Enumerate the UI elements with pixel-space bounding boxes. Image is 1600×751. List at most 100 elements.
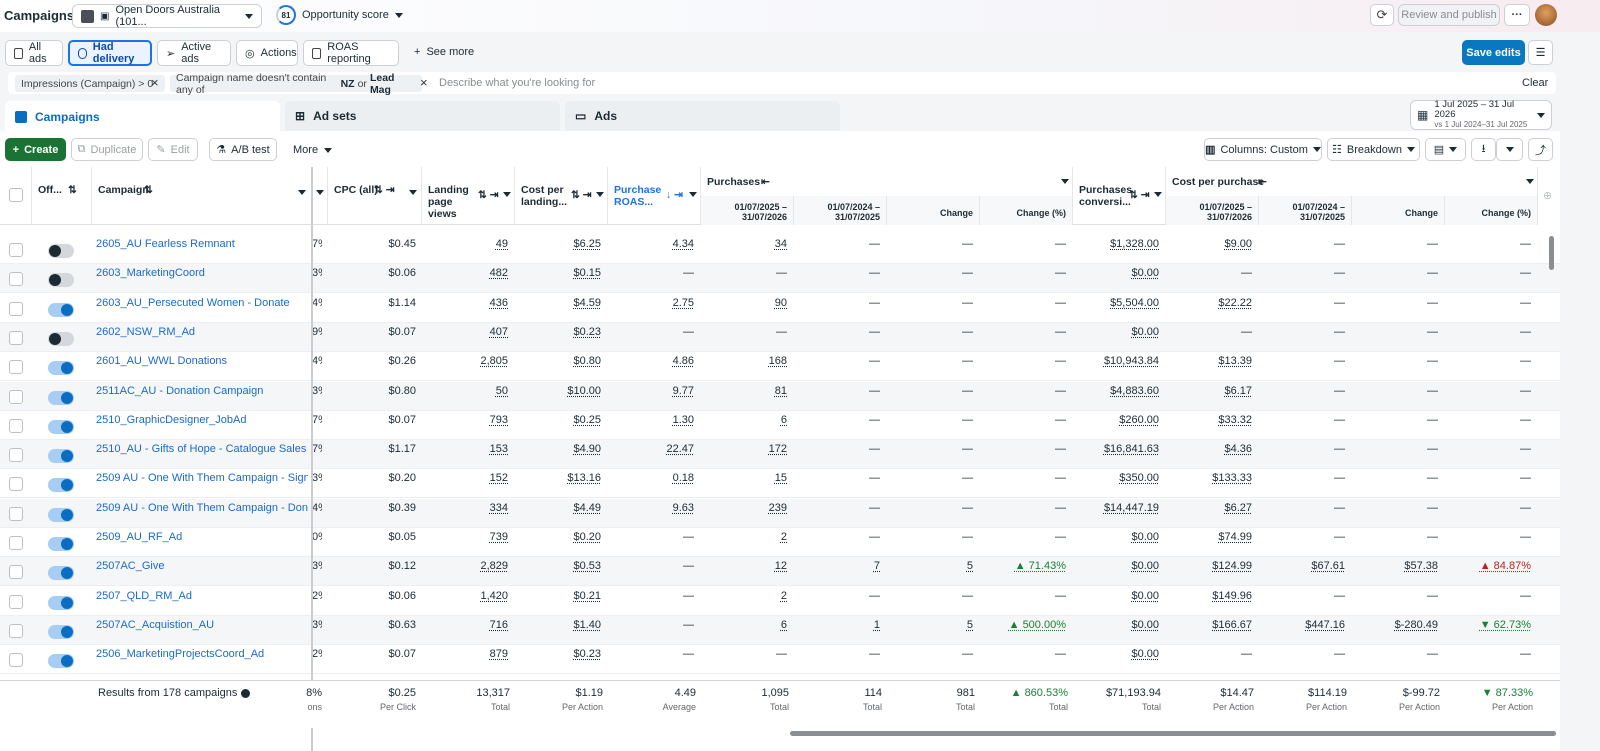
cell-cpp1[interactable]: $13.39 (1218, 355, 1252, 368)
avatar[interactable] (1535, 4, 1557, 26)
campaign-name-link[interactable]: 2509 AU - One With Them Campaign - Donat… (96, 501, 308, 514)
cell-pch[interactable]: 5 (966, 618, 973, 631)
cell-cpp1[interactable]: $4.36 (1224, 443, 1252, 456)
search-input[interactable]: Describe what you're looking for (439, 77, 596, 89)
cell-cpp1[interactable]: $166.67 (1212, 618, 1252, 631)
delivery-toggle[interactable] (48, 244, 74, 258)
cell-cpl[interactable]: $0.53 (573, 560, 601, 573)
row-checkbox[interactable] (9, 565, 23, 580)
cell-lpv[interactable]: 153 (489, 443, 508, 456)
cell-cpp1[interactable]: $124.99 (1212, 560, 1252, 573)
table-row[interactable]: 2507_QLD_RM_Ad 2% $0.06 1,420 $0.21 — 2 — — — $0.0… (0, 587, 1560, 616)
cell-conv[interactable]: $0.00 (1131, 648, 1159, 661)
cell-cpp1[interactable]: $9.00 (1224, 238, 1252, 250)
remove-filter-icon[interactable]: × (151, 75, 159, 90)
header-cpc[interactable]: CPC (all) ⇅ ⇥ (328, 167, 422, 225)
collapse-icon[interactable]: ⇤ (1258, 176, 1267, 188)
header-cost-per-landing[interactable]: Cost per landing... ⇅ ⇥ (515, 167, 608, 225)
row-checkbox[interactable] (9, 506, 23, 521)
cell-cpp1[interactable]: $22.22 (1218, 296, 1252, 309)
chevron-down-icon[interactable] (1061, 179, 1069, 184)
cell-cpp1[interactable]: $133.33 (1212, 472, 1252, 485)
campaign-name-link[interactable]: 2507AC_Give (96, 560, 165, 573)
cell-cch[interactable]: $57.38 (1404, 560, 1438, 573)
tab-ads[interactable]: ▭ Ads (565, 101, 840, 131)
chevron-down-icon[interactable] (1526, 179, 1534, 184)
header-purchase-roas[interactable]: Purchase ROAS... ↓ ⇥ (608, 167, 701, 225)
row-checkbox[interactable] (9, 301, 23, 316)
cell-p1[interactable]: 172 (768, 443, 787, 456)
cell-cpl[interactable]: $0.23 (573, 648, 601, 661)
cell-lpv[interactable]: 716 (489, 618, 508, 631)
cell-roas[interactable]: 4.34 (672, 238, 694, 250)
table-row[interactable]: 2509 AU - One With Them Campaign - Sign … (0, 469, 1560, 499)
header-purchases-conversion[interactable]: Purchases conversi... ⇅ ⇥ (1073, 167, 1166, 225)
cell-p2[interactable]: 1 (873, 618, 880, 631)
delivery-toggle[interactable] (48, 419, 74, 434)
campaign-name-link[interactable]: 2603_AU_Persecuted Women - Donate (96, 296, 290, 309)
reports-button[interactable]: ▤ (1425, 138, 1466, 161)
table-row[interactable]: 2510_AU - Gifts of Hope - Catalogue Sale… (0, 440, 1560, 470)
row-checkbox[interactable] (9, 330, 23, 345)
chevron-down-icon[interactable] (316, 190, 324, 195)
cell-roas[interactable]: 9.77 (672, 384, 694, 397)
horizontal-scrollbar[interactable] (790, 731, 1556, 736)
delivery-toggle[interactable] (48, 566, 74, 581)
cell-ppct[interactable]: ▲ 500.00% (1008, 618, 1066, 631)
cell-cpl[interactable]: $0.15 (573, 267, 601, 280)
cell-cpl[interactable]: $0.25 (573, 413, 601, 426)
row-checkbox[interactable] (9, 389, 23, 404)
cell-p1[interactable]: 2 (780, 531, 787, 543)
campaign-name-link[interactable]: 2603_MarketingCoord (96, 267, 205, 280)
account-selector[interactable]: ▣ Open Doors Australia (101... (72, 4, 262, 28)
delivery-toggle[interactable] (48, 624, 74, 639)
table-row[interactable]: 2507AC_Give 3% $0.12 2,829 $0.53 — 12 7 5 ▲ 71.43… (0, 557, 1560, 587)
cell-cpl[interactable]: $0.23 (573, 325, 601, 338)
remove-filter-icon[interactable]: × (420, 75, 428, 90)
row-checkbox[interactable] (9, 272, 23, 287)
cell-cpp1[interactable]: $6.27 (1224, 501, 1252, 514)
delivery-toggle[interactable] (48, 302, 74, 317)
cell-conv[interactable]: $0.00 (1131, 325, 1159, 338)
chevron-down-icon[interactable] (503, 192, 511, 197)
cell-p1[interactable]: 2 (780, 589, 787, 602)
cell-conv[interactable]: $0.00 (1131, 267, 1159, 280)
view-active-ads[interactable]: ➢ Active ads (157, 40, 231, 66)
campaign-name-link[interactable]: 2510_AU - Gifts of Hope - Catalogue Sale… (96, 443, 307, 456)
delivery-toggle[interactable] (48, 507, 74, 522)
cell-cpp1[interactable]: $6.17 (1224, 384, 1252, 397)
review-publish-button[interactable]: Review and publish (1398, 4, 1500, 26)
cell-conv[interactable]: $10,943.84 (1103, 355, 1159, 368)
cell-cpl[interactable]: $4.49 (573, 501, 601, 514)
cell-cpl[interactable]: $4.59 (573, 296, 601, 309)
charts-button[interactable]: ⤴ (1528, 138, 1553, 161)
cell-conv[interactable]: $0.00 (1131, 589, 1159, 602)
chevron-down-icon[interactable] (298, 190, 306, 195)
cell-lpv[interactable]: 2,829 (480, 560, 508, 573)
cell-roas[interactable]: 1.30 (672, 413, 694, 426)
table-row[interactable]: 2602_NSW_RM_Ad 9% $0.07 407 $0.23 — — — — — $0.00 —… (0, 322, 1560, 352)
date-range-picker[interactable]: ▦ 1 Jul 2025 – 31 Jul 2026 vs 1 Jul 2024… (1410, 100, 1552, 130)
chevron-down-icon[interactable] (1154, 192, 1162, 197)
cell-roas[interactable]: 9.63 (672, 501, 694, 514)
campaign-name-link[interactable]: 2601_AU_WWL Donations (96, 355, 228, 368)
cell-cpl[interactable]: $10.00 (567, 384, 601, 397)
cell-cpl[interactable]: $4.90 (573, 443, 601, 456)
export-menu-button[interactable] (1496, 138, 1523, 161)
chevron-down-icon[interactable] (596, 192, 604, 197)
settings-button[interactable]: ☰ (1528, 40, 1553, 65)
filter-tag-campaign-name[interactable]: Campaign name doesn't contain any of NZ … (170, 72, 422, 96)
cell-lpv[interactable]: 334 (489, 501, 508, 514)
row-checkbox[interactable] (9, 243, 23, 257)
cell-conv[interactable]: $14,447.19 (1103, 501, 1159, 514)
cell-conv[interactable]: $5,504.00 (1110, 296, 1159, 309)
breakdown-button[interactable]: ☷ Breakdown (1327, 138, 1420, 161)
add-column-icon[interactable]: ⊕ (1543, 190, 1553, 202)
cell-p1[interactable]: 15 (774, 472, 787, 485)
more-actions-button[interactable]: More (293, 144, 333, 156)
cell-cpp2[interactable]: $447.16 (1305, 618, 1345, 631)
campaign-name-link[interactable]: 2506_MarketingProjectsCoord_Ad (96, 648, 265, 661)
table-row[interactable]: 2506_MarketingProjectsCoord_Ad 2% $0.07 879… (0, 645, 1560, 675)
cell-cpl[interactable]: $13.16 (567, 472, 601, 485)
cell-lpv[interactable]: 1,420 (480, 589, 508, 602)
